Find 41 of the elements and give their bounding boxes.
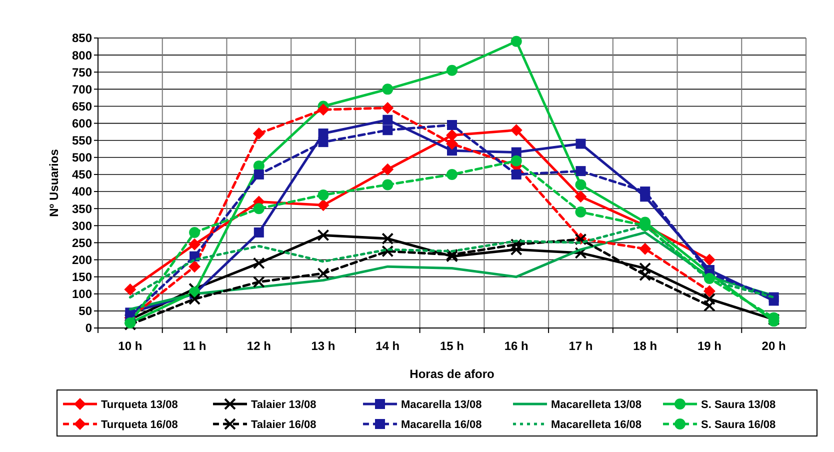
x-tick-label: 17 h <box>568 339 593 353</box>
y-axis-title: Nº Usuarios <box>47 148 61 217</box>
y-tick-label: 600 <box>72 116 92 130</box>
x-tick-label: 12 h <box>246 339 271 353</box>
y-tick-label: 700 <box>72 82 92 96</box>
y-tick-label: 300 <box>72 218 92 233</box>
y-tick-label: 450 <box>72 168 92 182</box>
x-tick-label: 15 h <box>440 339 464 353</box>
y-tick-label: 400 <box>72 184 92 199</box>
y-tick-label: 750 <box>72 65 92 80</box>
legend-label: Macarella 13/08 <box>401 398 482 411</box>
y-tick-label: 550 <box>72 134 92 148</box>
x-axis-title: Horas de aforo <box>410 367 494 381</box>
legend-label: Turqueta 13/08 <box>101 398 178 411</box>
legend-label: S. Saura 13/08 <box>701 398 776 411</box>
legend-label: Macarella 16/08 <box>401 418 482 431</box>
y-tick-label: 150 <box>72 270 92 284</box>
y-tick-label: 650 <box>72 99 92 114</box>
y-tick-label: 200 <box>72 252 92 267</box>
y-tick-label: 800 <box>72 48 92 62</box>
x-tick-label: 18 h <box>633 339 658 353</box>
x-tick-label: 13 h <box>311 339 336 353</box>
x-tick-label: 16 h <box>504 339 528 353</box>
y-tick-label: 0 <box>85 321 92 336</box>
x-tick-label: 14 h <box>376 339 400 353</box>
x-tick-label: 10 h <box>118 339 142 353</box>
x-tick-label: 11 h <box>182 339 206 353</box>
y-tick-label: 850 <box>72 31 92 46</box>
x-tick-label: 19 h <box>697 339 722 353</box>
legend-label: Turqueta 16/08 <box>101 418 178 431</box>
legend-label: Macarelleta 16/08 <box>551 418 642 431</box>
legend-label: Talaier 16/08 <box>251 418 316 431</box>
y-tick-label: 100 <box>72 287 92 302</box>
y-tick-label: 500 <box>72 150 92 165</box>
y-tick-label: 50 <box>78 304 92 318</box>
legend-label: S. Saura 16/08 <box>701 418 776 431</box>
x-tick-label: 20 h <box>762 339 786 353</box>
legend-label: Macarelleta 13/08 <box>551 398 642 411</box>
legend-label: Talaier 13/08 <box>251 398 316 411</box>
y-tick-label: 350 <box>72 202 92 216</box>
y-tick-label: 250 <box>72 236 92 250</box>
